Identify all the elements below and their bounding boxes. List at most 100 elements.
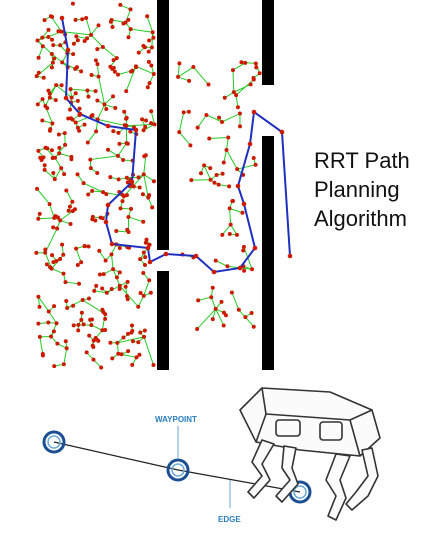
tree-edge <box>177 63 180 77</box>
tree-node <box>68 221 73 226</box>
tree-node <box>250 267 255 272</box>
tree-node <box>77 106 82 111</box>
tree-node <box>111 129 116 134</box>
tree-node <box>42 167 47 172</box>
tree-edge <box>51 258 61 269</box>
tree-node <box>149 45 154 50</box>
tree-edge <box>91 324 103 331</box>
tree-edge <box>54 157 62 169</box>
rrt-tree-nodes <box>34 1 262 370</box>
path-nodes <box>59 15 293 275</box>
tree-node <box>151 179 156 184</box>
tree-edge <box>49 203 55 218</box>
tree-node <box>69 95 74 100</box>
tree-node <box>52 56 57 61</box>
tree-node <box>37 304 42 309</box>
tree-node <box>57 145 62 150</box>
tree-node <box>63 142 68 147</box>
tree-node <box>46 27 51 32</box>
tree-node <box>45 146 50 151</box>
tree-node <box>53 214 58 219</box>
tree-node <box>128 129 133 134</box>
tree-node <box>235 167 240 172</box>
tree-node <box>63 339 68 344</box>
tree-node <box>98 215 103 220</box>
tree-node <box>37 334 42 339</box>
tree-node <box>128 27 133 32</box>
waypoint-ring-icon <box>42 430 66 454</box>
tree-node <box>51 170 56 175</box>
tree-node <box>241 244 246 249</box>
tree-node <box>103 316 108 321</box>
tree-node <box>124 193 129 198</box>
tree-node <box>116 130 121 135</box>
tree-edge <box>117 336 145 344</box>
tree-node <box>227 231 232 236</box>
tree-node <box>58 218 63 223</box>
tree-edge <box>102 46 118 59</box>
tree-node <box>75 125 80 130</box>
tree-node <box>251 77 256 82</box>
tree-node <box>220 171 225 176</box>
tree-node <box>39 157 44 162</box>
tree-node <box>147 38 152 43</box>
tree-node <box>73 17 78 22</box>
tree-node <box>114 275 119 280</box>
tree-node <box>59 29 64 34</box>
tree-node <box>198 171 203 176</box>
tree-node <box>124 116 129 121</box>
tree-edge <box>83 182 104 193</box>
tree-node <box>97 248 102 253</box>
tree-node <box>40 351 45 356</box>
path-node <box>193 253 199 259</box>
path-node <box>147 259 153 265</box>
tree-node <box>44 262 49 267</box>
tree-node <box>75 98 80 103</box>
tree-node <box>138 330 143 335</box>
tree-node <box>51 225 56 230</box>
tree-node <box>109 252 114 257</box>
tree-node <box>34 74 39 79</box>
title-line-1: RRT Path <box>314 148 410 173</box>
tree-edge <box>192 66 209 85</box>
tree-edge <box>143 123 155 131</box>
tree-node <box>207 136 212 141</box>
tree-node <box>95 98 100 103</box>
tree-edge <box>143 155 147 175</box>
tree-edge <box>143 280 150 297</box>
tree-node <box>227 206 232 211</box>
tree-node <box>187 78 192 83</box>
tree-node <box>64 346 69 351</box>
tree-node <box>66 208 71 213</box>
tree-node <box>117 245 122 250</box>
tree-node <box>195 125 200 130</box>
tree-edge <box>128 216 144 223</box>
tree-edge <box>232 62 246 71</box>
tree-node <box>152 122 157 127</box>
tree-node <box>81 322 86 327</box>
tree-node <box>221 323 226 328</box>
tree-edge <box>90 25 99 36</box>
tree-node <box>243 315 248 320</box>
tree-node <box>251 324 256 329</box>
tree-node <box>70 1 75 6</box>
tree-node <box>70 199 75 204</box>
title-line-2: Planning <box>314 177 400 202</box>
tree-node <box>40 44 45 49</box>
tree-node <box>113 106 118 111</box>
path-node <box>287 253 293 259</box>
tree-node <box>68 87 73 92</box>
tree-edge <box>230 224 238 236</box>
tree-edge <box>210 297 217 310</box>
tree-node <box>56 132 61 137</box>
tree-node <box>51 260 56 265</box>
tree-node <box>181 110 186 115</box>
tree-node <box>57 151 62 156</box>
tree-edge <box>97 118 127 127</box>
tree-node <box>92 288 97 293</box>
tree-node <box>82 39 87 44</box>
tree-edge <box>117 142 127 157</box>
tree-edge <box>51 53 63 63</box>
tree-node <box>52 364 57 369</box>
tree-node <box>150 30 155 35</box>
